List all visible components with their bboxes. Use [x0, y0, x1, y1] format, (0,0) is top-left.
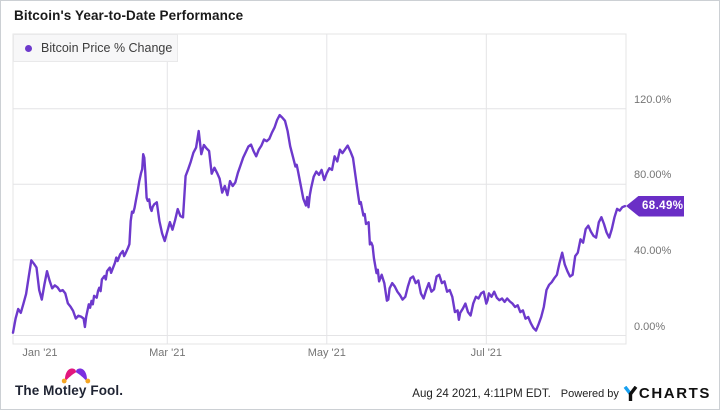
x-axis-tick-label: May '21	[307, 347, 346, 359]
timestamp: Aug 24 2021, 4:11PM EDT.	[412, 387, 551, 400]
series-marker-icon	[25, 44, 32, 52]
powered-by-label: Powered by	[560, 387, 619, 400]
last-value-text: 68.49%	[642, 199, 684, 212]
jester-hat-icon	[61, 365, 91, 390]
motley-fool-logo: The Motley Fool.	[15, 368, 124, 400]
x-axis-tick-label: Jul '21	[470, 347, 503, 359]
x-axis-tick-label: Jan '21	[22, 347, 58, 359]
x-axis-tick-label: Mar '21	[149, 347, 186, 359]
page-title: Bitcoin's Year-to-Date Performance	[14, 8, 244, 23]
last-value-badge: 68.49%	[626, 195, 684, 217]
chart-legend: Bitcoin Price % Change	[13, 34, 178, 62]
y-axis-tick-label: 40.00%	[634, 244, 672, 257]
legend-label: Bitcoin Price % Change	[41, 41, 173, 55]
y-axis-tick-label: 120.0%	[634, 93, 672, 106]
chart-attribution: Aug 24 2021, 4:11PM EDT. Powered by CHAR…	[412, 385, 711, 402]
ycharts-logo: CHARTS	[623, 385, 711, 402]
ycharts-y-icon	[623, 386, 638, 401]
y-axis-tick-label: 80.00%	[634, 169, 672, 182]
ycharts-wordmark: CHARTS	[638, 385, 711, 402]
brand-name: The Motley Fool.	[15, 383, 124, 398]
y-axis-tick-label: 0.00%	[634, 320, 666, 333]
